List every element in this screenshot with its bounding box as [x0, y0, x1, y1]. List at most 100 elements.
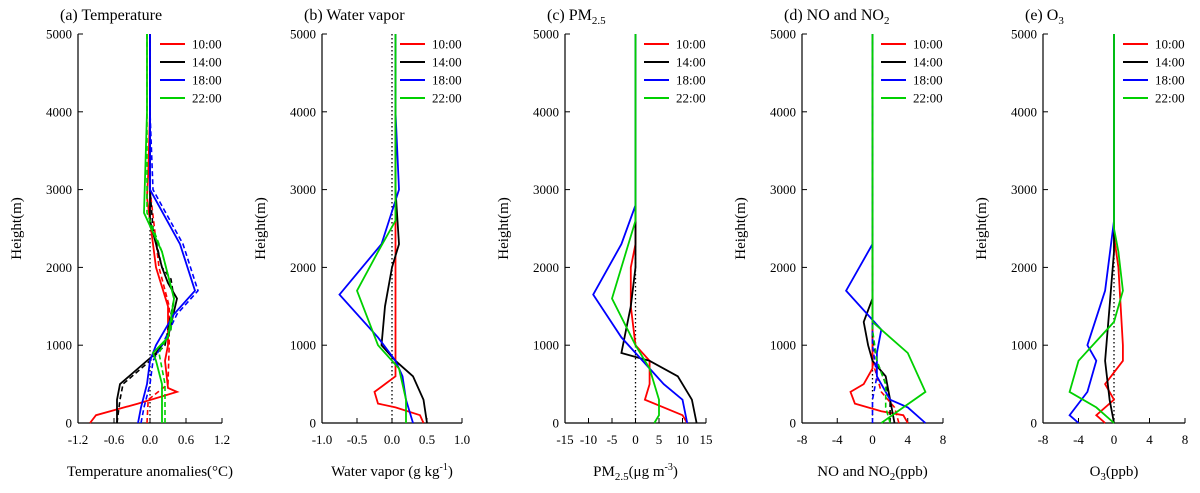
legend-label: 14:00	[1155, 55, 1185, 70]
y-axis-label: Height(m)	[496, 197, 512, 259]
x-tick-label: 5	[656, 432, 663, 447]
chart-panel-1: 0 1000 2000 3000 4000 5000 -1.2 -0.6 0.0 0.6 1.2 (a…	[9, 7, 233, 480]
legend-label: 18:00	[913, 73, 943, 88]
y-tick-label: 1000	[533, 338, 559, 353]
y-tick-label: 4000	[290, 104, 316, 119]
y-tick-label: 1000	[770, 338, 796, 353]
x-axis-label: Water vapor (g kg-1)	[331, 462, 453, 480]
x-axis-label: NO and NO2(ppb)	[817, 464, 928, 483]
x-tick-label: 10	[676, 432, 689, 447]
x-axis-label: PM2.5(μg m-3)	[593, 462, 678, 483]
y-tick-label: 1000	[46, 338, 72, 353]
x-tick-label: 0	[632, 432, 639, 447]
panel-title: (d) NO and NO2	[784, 7, 889, 27]
x-tick-label: 0.0	[142, 432, 158, 447]
y-axis-label: Height(m)	[974, 197, 990, 259]
y-axis-label: Height(m)	[9, 197, 25, 259]
y-tick-label: 3000	[533, 182, 559, 197]
chart-panel-5: 0 1000 2000 3000 4000 5000 -8 -4 0 4 8 (e) O3 Height…	[974, 7, 1188, 483]
y-tick-label: 5000	[46, 27, 72, 42]
panel-title: (b) Water vapor	[304, 7, 405, 24]
series-1400-line	[380, 34, 428, 424]
x-tick-label: 1.0	[454, 432, 470, 447]
x-tick-label: 1.2	[214, 432, 230, 447]
x-tick-label: -5	[607, 432, 618, 447]
panel-title: (c) PM2.5	[547, 7, 606, 27]
x-tick-label: 0.0	[384, 432, 400, 447]
y-tick-label: 0	[66, 416, 73, 431]
legend-label: 10:00	[676, 37, 706, 52]
series-1800-line	[592, 34, 689, 424]
x-tick-label: 0.6	[178, 432, 195, 447]
legend-label: 18:00	[192, 73, 222, 88]
x-tick-label: -15	[556, 432, 573, 447]
series-1000-line	[89, 34, 180, 424]
legend-label: 10:00	[192, 37, 222, 52]
series-1000-line	[849, 34, 909, 424]
legend-label: 10:00	[432, 37, 462, 52]
x-tick-label: -8	[1038, 432, 1049, 447]
x-tick-label: 8	[1182, 432, 1189, 447]
x-tick-label: -1.2	[68, 432, 89, 447]
legend-label: 10:00	[913, 37, 943, 52]
legend-label: 18:00	[1155, 73, 1185, 88]
y-tick-label: 0	[310, 416, 317, 431]
x-tick-label: 0	[869, 432, 876, 447]
x-axis-label: Temperature anomalies(°C)	[67, 464, 233, 480]
y-tick-label: 4000	[46, 104, 72, 119]
series-1800-dashed-line	[140, 34, 199, 424]
y-tick-label: 2000	[290, 260, 316, 275]
legend-label: 18:00	[676, 73, 706, 88]
y-tick-label: 5000	[533, 27, 559, 42]
legend-label: 14:00	[913, 55, 943, 70]
x-tick-label: -0.6	[104, 432, 125, 447]
x-tick-label: 0	[1111, 432, 1118, 447]
y-tick-label: 0	[553, 416, 560, 431]
y-tick-label: 5000	[770, 27, 796, 42]
x-tick-label: -4	[832, 432, 843, 447]
y-axis-label: Height(m)	[733, 197, 749, 259]
legend-label: 22:00	[1155, 91, 1185, 106]
y-tick-label: 5000	[290, 27, 316, 42]
series-2200-line	[611, 34, 660, 424]
y-tick-label: 3000	[46, 182, 72, 197]
x-tick-label: 4	[1146, 432, 1153, 447]
legend-label: 10:00	[1155, 37, 1185, 52]
y-tick-label: 2000	[46, 260, 72, 275]
panel-title: (e) O3	[1025, 7, 1064, 27]
series-2200-line	[1068, 34, 1124, 424]
legend-label: 22:00	[676, 91, 706, 106]
x-tick-label: 15	[700, 432, 713, 447]
series-1400-line	[620, 34, 698, 424]
series-2200-line	[143, 34, 175, 423]
chart-panel-2: 0 1000 2000 3000 4000 5000 -1.0 -0.5 0.0 0.5 1.0 (b…	[253, 7, 470, 480]
panel-title: (a) Temperature	[60, 7, 162, 24]
y-tick-label: 4000	[770, 104, 796, 119]
series-2200-line	[356, 34, 407, 423]
x-tick-label: -1.0	[312, 432, 333, 447]
legend-label: 18:00	[432, 73, 462, 88]
legend-label: 22:00	[432, 91, 462, 106]
series-1800-line	[1068, 34, 1115, 424]
chart-panel-3: 0 1000 2000 3000 4000 5000 -15 -10 -5 0 5 10 15 (c) P…	[496, 7, 713, 483]
y-tick-label: 2000	[1011, 260, 1037, 275]
y-tick-label: 0	[1031, 416, 1038, 431]
y-tick-label: 5000	[1011, 27, 1037, 42]
legend-label: 14:00	[432, 55, 462, 70]
legend-label: 14:00	[192, 55, 222, 70]
chart-panel-4: 0 1000 2000 3000 4000 5000 -8 -4 0 4 8 (d) NO and N…	[733, 7, 946, 483]
series-1800-line	[137, 34, 197, 424]
series-1400-dashed-line	[116, 34, 175, 424]
y-tick-label: 3000	[1011, 182, 1037, 197]
legend-label: 14:00	[676, 55, 706, 70]
y-tick-label: 3000	[770, 182, 796, 197]
x-axis-label: O3(ppb)	[1090, 464, 1139, 483]
y-tick-label: 4000	[533, 104, 559, 119]
y-tick-label: 0	[790, 416, 797, 431]
y-tick-label: 2000	[533, 260, 559, 275]
legend-label: 22:00	[192, 91, 222, 106]
x-tick-label: 4	[905, 432, 912, 447]
x-tick-label: -8	[797, 432, 808, 447]
series-2200-line	[871, 34, 927, 424]
